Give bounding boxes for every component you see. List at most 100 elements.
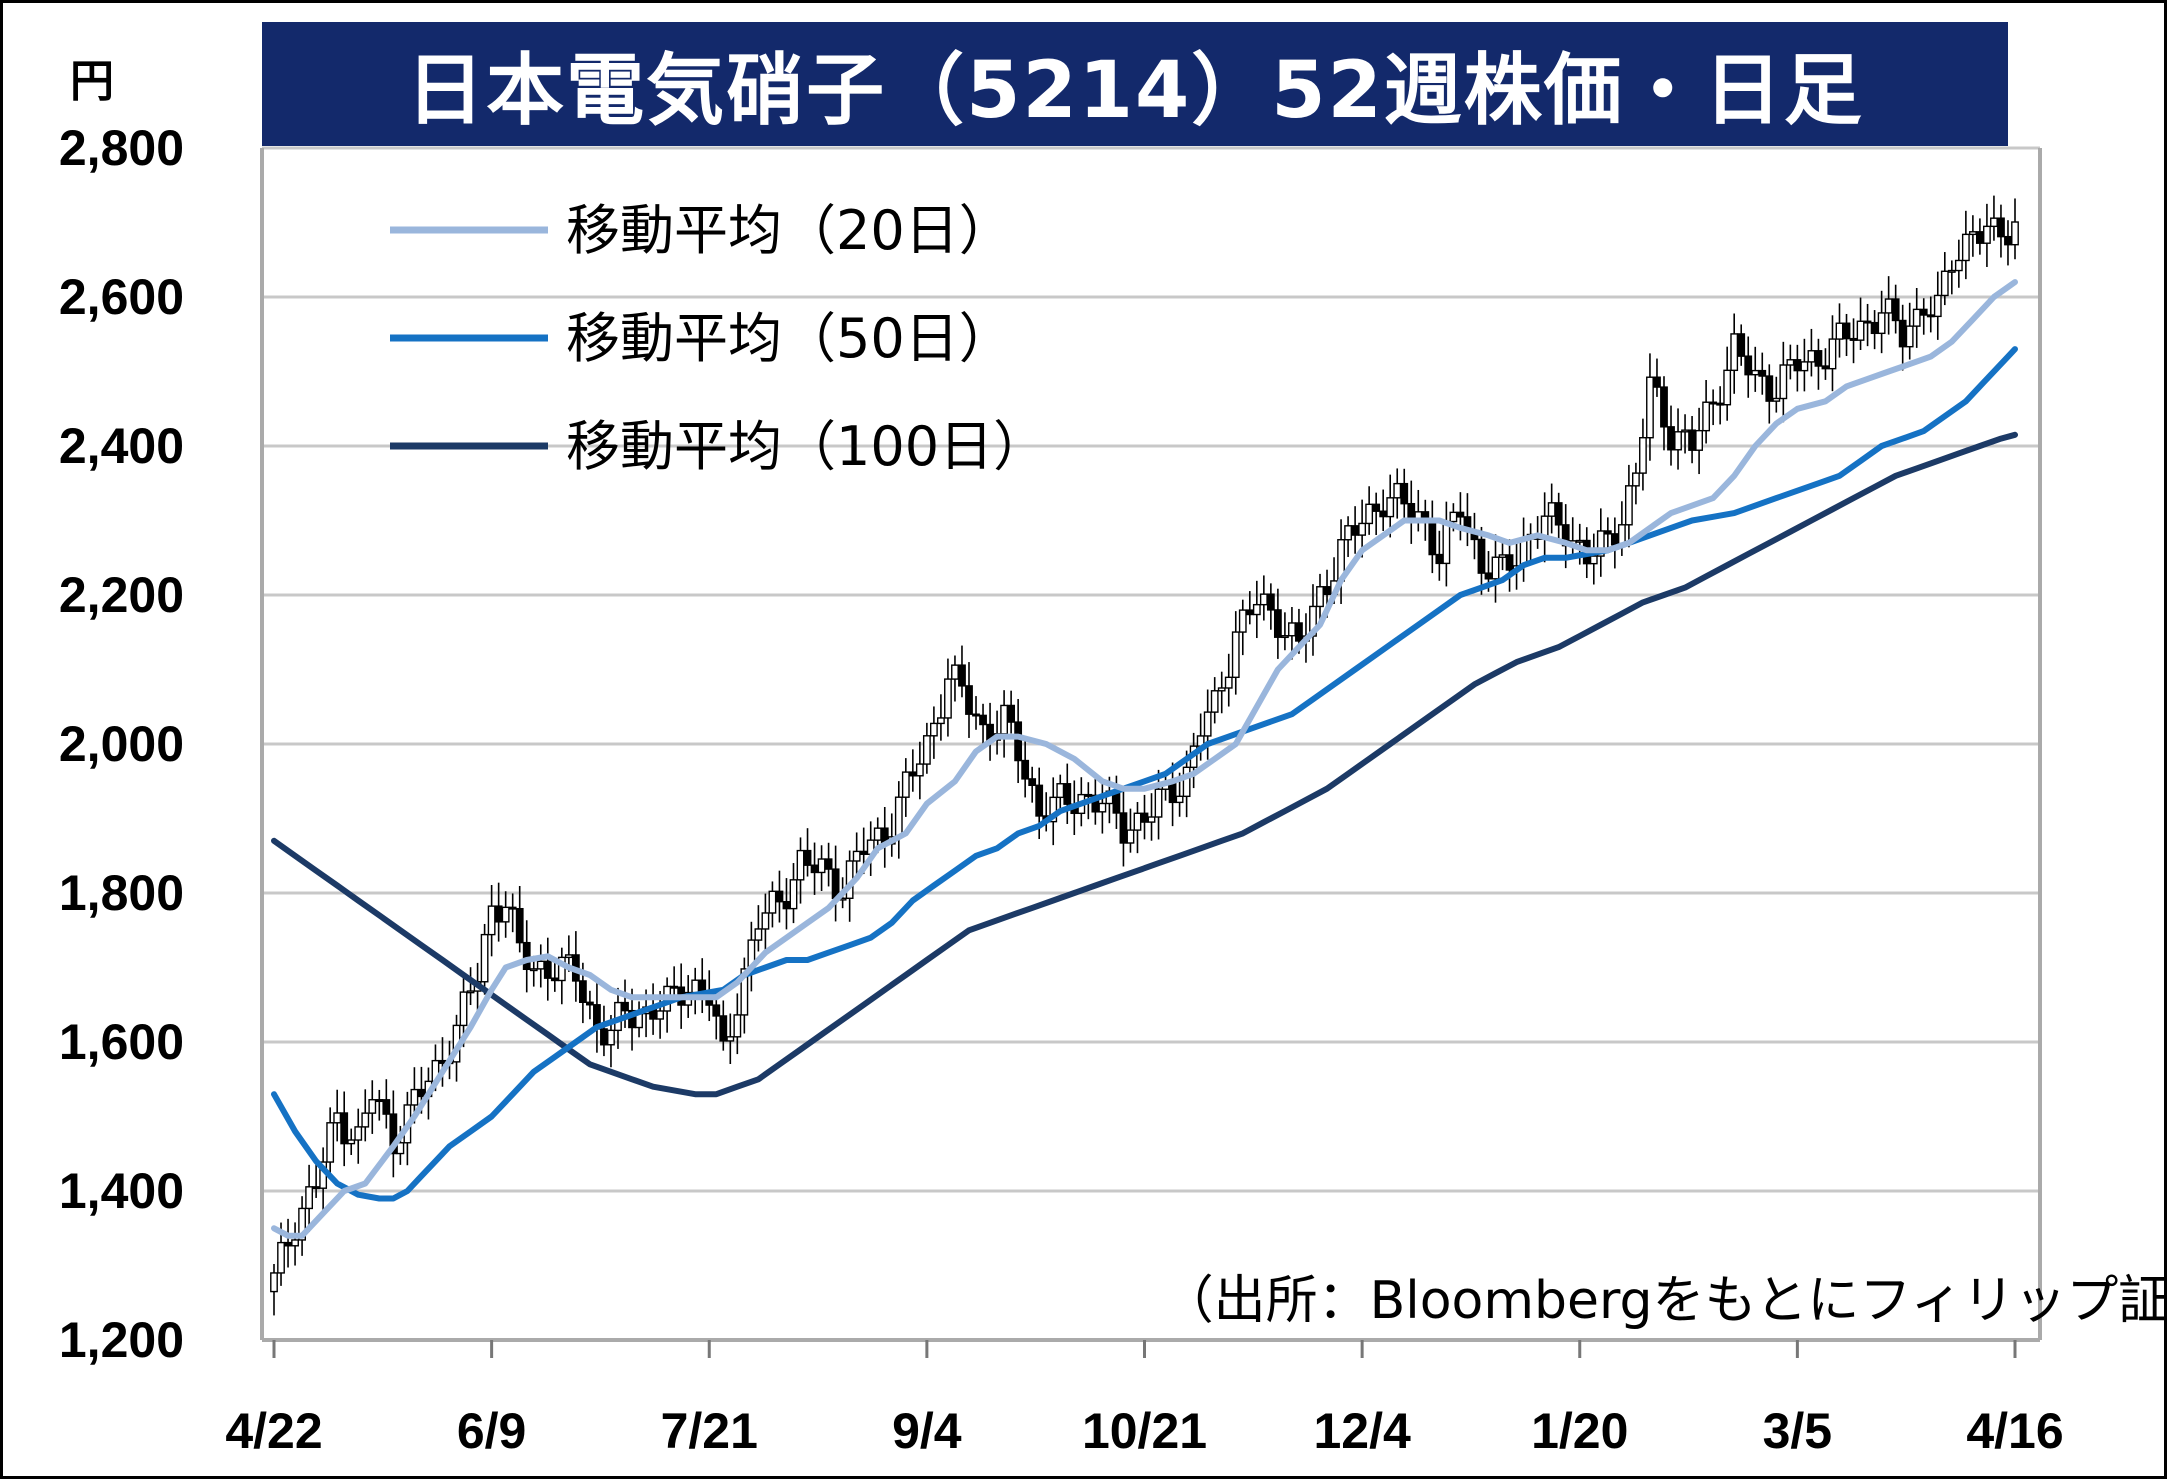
- grid-lines: [262, 146, 2040, 1193]
- y-tick-label: 2,800: [59, 120, 184, 176]
- candle-body: [1968, 231, 1977, 236]
- candle-body: [1259, 593, 1268, 606]
- candle-body: [1063, 783, 1072, 805]
- candle-body: [1344, 525, 1352, 541]
- candle-body: [1056, 783, 1065, 799]
- candle-body: [1323, 586, 1331, 596]
- candle-body: [1997, 217, 2005, 238]
- candle-body: [1098, 802, 1107, 813]
- candle-body: [298, 1207, 306, 1241]
- candle-body: [965, 685, 973, 715]
- candle-body: [1428, 517, 1437, 556]
- x-tick-label: 9/4: [892, 1403, 962, 1459]
- candle-body: [1758, 369, 1767, 377]
- candle-body: [1442, 520, 1451, 565]
- candle-body: [1007, 704, 1016, 723]
- candle-body: [557, 956, 566, 982]
- y-tick-label: 2,600: [59, 269, 184, 325]
- candle-body: [1547, 502, 1556, 517]
- candle-body: [1316, 586, 1324, 608]
- candle-body: [1575, 539, 1584, 543]
- candle-body: [1449, 511, 1458, 523]
- candle-body: [1632, 472, 1640, 487]
- candle-body: [915, 763, 924, 777]
- candle-body: [1224, 676, 1233, 689]
- candle-body: [1624, 485, 1633, 526]
- candle-body: [1814, 350, 1823, 367]
- moving-average-line: [271, 279, 2018, 1239]
- legend-label: 移動平均（100日）: [566, 415, 1047, 478]
- candle-body: [1491, 556, 1500, 580]
- y-tick-label: 1,400: [59, 1163, 184, 1219]
- candle-body: [1723, 369, 1732, 406]
- candle-body: [361, 1112, 370, 1128]
- candle-body: [1288, 622, 1296, 637]
- candle-body: [1133, 812, 1142, 831]
- candle-body: [782, 900, 791, 910]
- x-tick-label: 3/5: [1763, 1403, 1833, 1459]
- legend-label: 移動平均（50日）: [566, 307, 1013, 370]
- candle-body: [1014, 721, 1023, 762]
- candle-body: [1772, 397, 1781, 402]
- candle-body: [1147, 816, 1156, 823]
- candle-body: [1947, 269, 1956, 273]
- candle-body: [1751, 369, 1760, 376]
- candle-body: [382, 1099, 391, 1115]
- y-tick-label: 2,000: [59, 716, 184, 772]
- candle-body: [277, 1241, 285, 1274]
- candle-body: [522, 941, 531, 971]
- candle-body: [1674, 431, 1682, 451]
- candle-body: [761, 912, 770, 930]
- candle-body: [1084, 793, 1093, 797]
- candle-body: [1779, 364, 1788, 400]
- candle-body: [1737, 333, 1746, 357]
- candle-body: [1765, 375, 1774, 402]
- candle-body: [1456, 511, 1465, 518]
- candle-body: [494, 905, 503, 923]
- candle-body: [1589, 555, 1598, 565]
- candle-body: [1000, 704, 1008, 735]
- candle-body: [501, 906, 510, 923]
- candle-body: [1028, 778, 1037, 787]
- candle-body: [1786, 359, 1795, 366]
- candle-body: [1800, 361, 1809, 372]
- candle-body: [958, 664, 966, 687]
- candle-body: [1933, 294, 1942, 318]
- candle-body: [873, 827, 882, 841]
- candle-body: [803, 849, 812, 866]
- candle-body: [389, 1113, 398, 1155]
- candlesticks: [270, 195, 2019, 1316]
- candle-body: [1386, 497, 1395, 518]
- candle-body: [1379, 510, 1388, 518]
- candle-body: [1035, 784, 1044, 817]
- candle-body: [1877, 312, 1886, 335]
- chart-title: 日本電気硝子（5214）52週株価・日足: [262, 22, 2008, 146]
- y-tick-label: 2,400: [59, 418, 184, 474]
- candle-body: [1842, 322, 1851, 340]
- legend-label: 移動平均（20日）: [566, 199, 1013, 262]
- candle-body: [1975, 231, 1984, 244]
- candle-body: [1266, 593, 1275, 611]
- candle-body: [1695, 429, 1703, 451]
- candle-body: [1140, 812, 1149, 823]
- candle-body: [1983, 225, 1991, 244]
- candle-body: [1884, 298, 1893, 314]
- candle-body: [1835, 322, 1844, 340]
- candle-body: [852, 850, 861, 862]
- candle-body: [536, 960, 545, 970]
- candle-body: [1435, 553, 1444, 565]
- candle-body: [1119, 812, 1128, 844]
- candle-body: [810, 864, 819, 874]
- x-tick-label: 10/21: [1082, 1403, 1207, 1459]
- candle-body: [656, 1010, 665, 1020]
- candle-body: [354, 1126, 363, 1141]
- candle-body: [487, 905, 496, 936]
- candle-body: [600, 1028, 608, 1046]
- candle-body: [396, 1142, 405, 1155]
- candle-body: [305, 1186, 314, 1210]
- candle-body: [1365, 503, 1374, 525]
- candle-body: [1596, 530, 1605, 557]
- candle-body: [607, 1029, 615, 1046]
- candle-body: [270, 1272, 278, 1293]
- moving-average-lines: [271, 279, 2018, 1239]
